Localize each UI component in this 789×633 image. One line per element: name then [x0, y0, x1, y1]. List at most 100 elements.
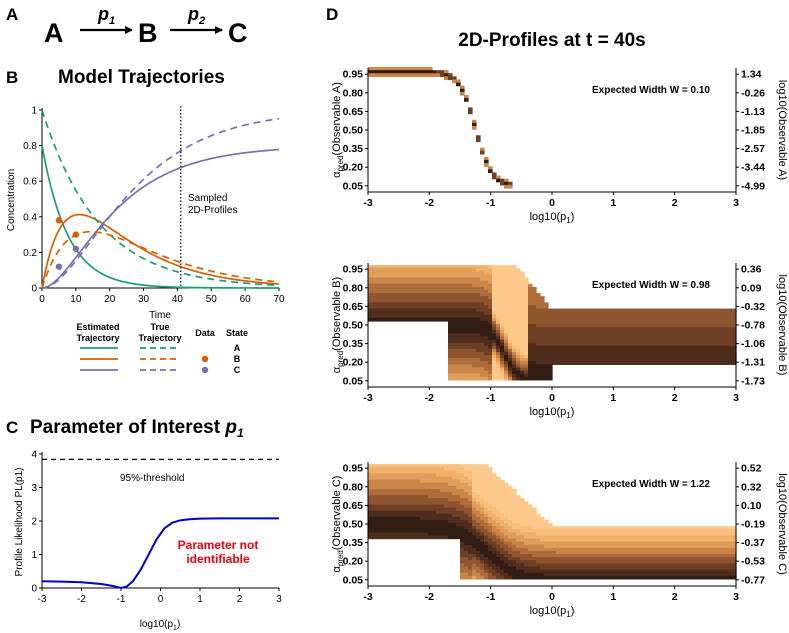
heatmap-cell: [524, 320, 529, 325]
heatmap-cell: [640, 526, 645, 530]
heatmap-cell: [544, 370, 549, 375]
heatmap-cell: [596, 572, 601, 577]
heatmap-cell: [656, 547, 661, 552]
heatmap-cell: [496, 554, 501, 558]
heatmap-cell: [376, 299, 381, 303]
heatmap-cell: [520, 336, 525, 341]
heatmap-cell: [396, 299, 401, 303]
heatmap-cell: [456, 529, 461, 533]
heatmap-cell: [372, 510, 377, 515]
heatmap-cell: [476, 271, 481, 276]
heatmap-cell: [496, 324, 501, 328]
heatmap-cell: [408, 535, 413, 540]
heatmap-cell: [484, 345, 489, 350]
heatmap-cell: [504, 314, 509, 319]
heatmap-cell: [472, 271, 477, 276]
heatmap-cell: [432, 302, 437, 307]
heatmap-cell: [536, 526, 541, 530]
heatmap-cell: [676, 575, 681, 580]
heatmap-cell: [508, 311, 513, 316]
heatmap-cell: [732, 317, 737, 322]
heatmap-cell: [480, 367, 485, 372]
heatmap-cell: [704, 535, 709, 540]
heatmap-cell: [536, 575, 541, 580]
heatmap-cell: [620, 342, 625, 347]
heatmap-cell: [652, 308, 657, 313]
heatmap-cell: [460, 541, 465, 546]
heatmap-cell: [632, 560, 637, 564]
heatmap-cell: [600, 547, 605, 552]
heatmap-cell: [616, 560, 621, 564]
heatmap-cell: [596, 560, 601, 564]
heatmap-cell: [680, 348, 685, 353]
heatmap-cell: [372, 302, 377, 307]
heatmap-cell: [548, 535, 553, 540]
heatmap-cell: [624, 541, 629, 546]
heatmap-cell: [444, 70, 449, 74]
heatmap-cell: [408, 308, 413, 313]
heatmap-cell: [580, 541, 585, 546]
heatmap-cell: [628, 308, 633, 313]
heatmap-cell: [484, 293, 489, 297]
heatmap-cell: [404, 492, 409, 496]
heatmap-cell: [568, 563, 573, 568]
heatmap-cell: [460, 91, 465, 96]
heatmap-cell: [456, 492, 461, 496]
heatmap-cell: [516, 296, 521, 300]
heatmap-cell: [672, 333, 677, 338]
heatmap-cell: [684, 526, 689, 530]
heatmap-cell: [552, 311, 557, 316]
heatmap-cell: [648, 569, 653, 574]
heatmap-cell: [476, 373, 481, 378]
heatmap-cell: [424, 513, 429, 518]
heatmap-cell: [596, 532, 601, 537]
heatmap-cell: [676, 348, 681, 353]
heatmap-cell: [488, 532, 493, 537]
heatmap-cell: [544, 364, 549, 369]
heatmap-cell: [684, 348, 689, 353]
heatmap-cell: [664, 563, 669, 568]
heatmap-cell: [580, 327, 585, 331]
heatmap-cell: [560, 526, 565, 530]
x-label-pre: log10(p: [530, 211, 567, 223]
heatmap-cell: [372, 274, 377, 279]
heatmap-cell: [368, 73, 373, 77]
heatmap-cell: [732, 330, 737, 334]
heatmap-cell: [412, 485, 417, 490]
heatmap-cell: [440, 488, 445, 493]
heatmap-cell: [596, 544, 601, 549]
heatmap-cell: [428, 504, 433, 509]
heatmap-cell: [444, 513, 449, 518]
heatmap-cell: [732, 333, 737, 338]
heatmap-cell: [640, 314, 645, 319]
heatmap-cell: [608, 526, 613, 530]
heatmap-cell: [732, 560, 737, 564]
heatmap-cell: [712, 320, 717, 325]
heatmap-cell: [484, 501, 489, 506]
heatmap-cell: [428, 317, 433, 322]
heatmap-cell: [380, 501, 385, 506]
heatmap-cell: [572, 324, 577, 328]
heatmap-cell: [732, 327, 737, 331]
heatmap-cell: [368, 504, 373, 509]
heatmap-cell: [420, 265, 425, 269]
heatmap-cell: [404, 317, 409, 322]
heatmap-cell: [512, 286, 517, 291]
heatmap-cell: [440, 268, 445, 272]
heatmap-cell: [680, 361, 685, 365]
heatmap-cell: [572, 532, 577, 537]
heatmap-cell: [372, 476, 377, 481]
heatmap-cell: [604, 541, 609, 546]
heatmap-cell: [604, 572, 609, 577]
heatmap-cell: [388, 286, 393, 291]
data-point-b: [55, 217, 63, 224]
heatmap-cell: [668, 541, 673, 546]
heatmap-cell: [432, 286, 437, 291]
heatmap-cell: [428, 311, 433, 316]
heatmap-cell: [424, 501, 429, 506]
heatmap-cell: [636, 532, 641, 537]
heatmap-cell: [512, 333, 517, 338]
heatmap-cell: [728, 320, 733, 325]
heatmap-cell: [432, 498, 437, 502]
heatmap-cell: [452, 268, 457, 272]
